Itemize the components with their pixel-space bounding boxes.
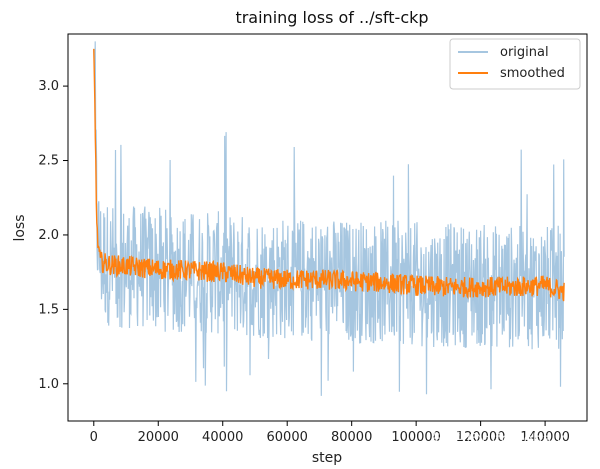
y-axis-label: loss — [12, 214, 28, 241]
y-tick-label: 1.5 — [38, 302, 59, 317]
legend-label-smoothed: smoothed — [500, 66, 565, 81]
original-series-path — [93, 41, 565, 396]
watermark-text: 知乎 @difonjohaiv — [432, 430, 565, 448]
x-tick-label: 140000 — [520, 430, 570, 445]
x-tick-label: 20000 — [138, 430, 179, 445]
y-tick-label: 3.0 — [38, 79, 59, 94]
y-axis-ticks: 1.0 1.5 2.0 2.5 3.0 — [38, 79, 68, 392]
y-tick-label: 1.0 — [38, 377, 59, 392]
series-smoothed-line — [93, 48, 565, 302]
y-tick-label: 2.5 — [38, 154, 59, 169]
x-tick-label: 100000 — [391, 430, 441, 445]
x-axis-ticks: 0 20000 40000 60000 80000 100000 120000 140000 — [90, 421, 570, 445]
x-tick-label: 80000 — [331, 430, 372, 445]
x-tick-label: 120000 — [456, 430, 506, 445]
plot-frame — [67, 33, 588, 422]
x-tick-label: 60000 — [267, 430, 308, 445]
series-original-line — [93, 41, 565, 396]
y-tick-label: 2.0 — [38, 228, 59, 243]
x-tick-label: 0 — [90, 430, 98, 445]
smoothed-series-path — [93, 48, 565, 302]
chart-title: training loss of ../sft-ckp — [235, 8, 428, 27]
legend-label-original: original — [500, 45, 549, 60]
x-axis-label: step — [312, 450, 342, 466]
x-tick-label: 40000 — [202, 430, 243, 445]
legend: original smoothed — [449, 38, 581, 90]
